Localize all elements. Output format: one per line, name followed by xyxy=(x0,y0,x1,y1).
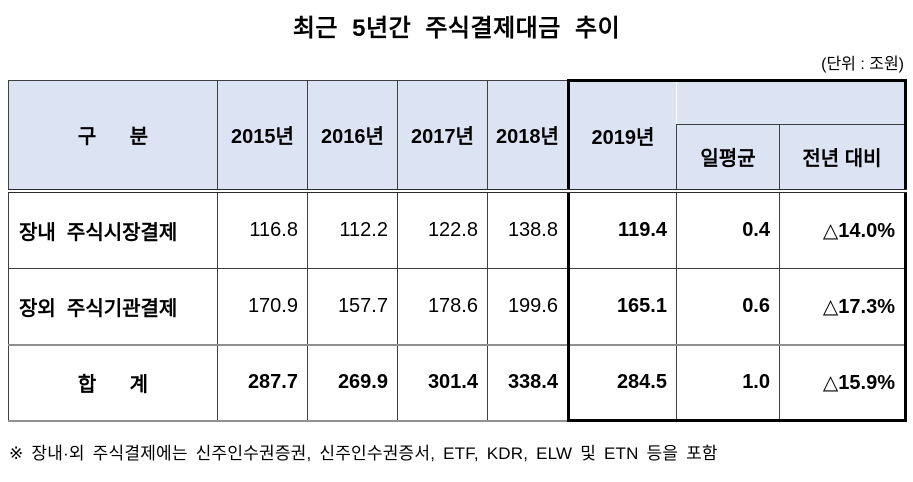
cell-daily-average: 0.4 xyxy=(676,190,780,269)
cell-2019: 165.1 xyxy=(567,268,677,345)
cell-2015: 170.9 xyxy=(217,268,308,345)
row-label: 장내 주식시장결제 xyxy=(8,190,218,269)
row-label: 장외 주식기관결제 xyxy=(8,268,218,345)
cell-2015: 287.7 xyxy=(217,343,308,422)
cell-daily-average: 1.0 xyxy=(676,343,780,422)
settlement-table: 구 분 2015년 2016년 2017년 2018년 2019년 일평균 전년… xyxy=(8,79,907,422)
table-row-exchange: 장내 주식시장결제 116.8 112.2 122.8 138.8 119.4 … xyxy=(8,190,907,269)
table-body: 장내 주식시장결제 116.8 112.2 122.8 138.8 119.4 … xyxy=(8,190,907,422)
cell-2015: 116.8 xyxy=(217,190,308,269)
header-2017: 2017년 xyxy=(397,80,488,193)
cell-2018: 199.6 xyxy=(487,268,569,345)
header-yoy: 전년 대비 xyxy=(779,124,907,193)
cell-daily-average: 0.6 xyxy=(676,268,780,345)
unit-label: (단위 : 조원) xyxy=(821,56,904,73)
page: 최근 5년간 주식결제대금 추이 (단위 : 조원) 구 분 2015년 201… xyxy=(8,15,907,463)
cell-2018: 338.4 xyxy=(487,343,569,422)
table-row-otc: 장외 주식기관결제 170.9 157.7 178.6 199.6 165.1 … xyxy=(8,268,907,345)
cell-2016: 157.7 xyxy=(307,268,398,345)
total-label: 합 계 xyxy=(8,343,218,422)
header-2015: 2015년 xyxy=(217,80,308,193)
cell-yoy: △17.3% xyxy=(779,268,907,345)
header-2019: 2019년 xyxy=(567,79,677,193)
header-row-sub: 일평균 전년 대비 xyxy=(9,124,907,193)
header-daily-average: 일평균 xyxy=(676,124,780,193)
cell-2017: 301.4 xyxy=(397,343,488,422)
table-header: 구 분 2015년 2016년 2017년 2018년 2019년 일평균 전년… xyxy=(8,79,907,193)
cell-yoy: △14.0% xyxy=(779,190,907,269)
footnote: ※ 장내·외 주식결제에는 신주인수권증권, 신주인수권증서, ETF, KDR… xyxy=(9,444,718,463)
header-2019-spacer xyxy=(676,79,907,125)
header-2016: 2016년 xyxy=(307,80,398,193)
header-gubun: 구 분 xyxy=(8,80,218,193)
cell-2018: 138.8 xyxy=(487,190,569,269)
cell-2017: 178.6 xyxy=(397,268,488,345)
header-row-top: 구 분 2015년 2016년 2017년 2018년 2019년 xyxy=(8,79,907,193)
cell-2017: 122.8 xyxy=(397,190,488,269)
cell-yoy: △15.9% xyxy=(779,343,907,422)
table-row-total: 합 계 287.7 269.9 301.4 338.4 284.5 1.0 △1… xyxy=(8,343,907,422)
cell-2019: 284.5 xyxy=(567,343,677,422)
cell-2016: 112.2 xyxy=(307,190,398,269)
cell-2016: 269.9 xyxy=(307,343,398,422)
page-title: 최근 5년간 주식결제대금 추이 xyxy=(292,15,621,42)
cell-2019: 119.4 xyxy=(567,190,677,269)
header-2018: 2018년 xyxy=(487,80,569,193)
